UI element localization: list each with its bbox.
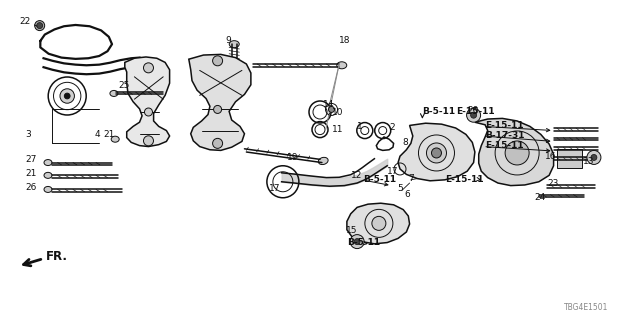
Circle shape [328,107,335,112]
Text: 2: 2 [389,124,395,132]
Circle shape [143,63,154,73]
Circle shape [212,138,223,148]
Text: 21: 21 [26,169,37,178]
Text: B-5-11: B-5-11 [364,175,397,184]
Circle shape [470,112,477,118]
Text: 25: 25 [118,81,130,90]
Text: E-15-11: E-15-11 [485,141,524,150]
Text: 14: 14 [323,100,335,109]
Text: FR.: FR. [46,250,68,263]
Text: 20: 20 [467,106,479,115]
Ellipse shape [229,41,239,48]
Circle shape [60,89,74,103]
Ellipse shape [44,160,52,165]
Text: 6: 6 [404,190,410,199]
Polygon shape [398,123,475,181]
Text: B-5-11: B-5-11 [422,108,456,116]
Circle shape [372,216,386,230]
Text: E-15-11: E-15-11 [456,108,494,116]
Text: TBG4E1501: TBG4E1501 [564,303,608,312]
Polygon shape [347,203,410,244]
Text: 8: 8 [402,138,408,147]
Ellipse shape [110,91,118,96]
Text: 9: 9 [225,36,231,45]
Text: 23: 23 [547,179,559,188]
Circle shape [214,106,221,114]
Text: 21: 21 [104,130,115,139]
Circle shape [426,143,447,163]
Circle shape [36,23,43,28]
Circle shape [350,235,364,249]
Ellipse shape [111,136,119,142]
Text: 13: 13 [583,157,595,166]
Text: 12: 12 [351,171,362,180]
Polygon shape [125,57,170,147]
Ellipse shape [318,157,328,164]
Circle shape [431,148,442,158]
Ellipse shape [44,187,52,192]
Text: 10: 10 [332,108,343,117]
Circle shape [587,150,601,164]
Text: B-5-11: B-5-11 [347,238,380,247]
Circle shape [143,136,154,146]
Circle shape [354,239,360,244]
Text: 15: 15 [346,226,357,235]
FancyBboxPatch shape [557,149,582,168]
Text: B-17-31: B-17-31 [485,131,525,140]
Text: E-15-11: E-15-11 [485,121,524,130]
Circle shape [65,93,70,99]
Polygon shape [189,54,251,150]
Text: 5: 5 [397,184,403,193]
Text: 17: 17 [269,184,280,193]
Text: 22: 22 [19,17,31,26]
Text: 3: 3 [26,130,31,139]
Text: 27: 27 [26,156,37,164]
Circle shape [467,108,481,122]
Text: 1: 1 [357,122,363,131]
Circle shape [35,20,45,31]
Circle shape [505,141,529,165]
Circle shape [212,56,223,66]
Text: 17: 17 [387,167,399,176]
Ellipse shape [337,62,347,69]
Text: 4: 4 [95,130,100,139]
Circle shape [591,155,597,160]
Text: 24: 24 [534,193,546,202]
Circle shape [145,108,152,116]
Text: 7: 7 [408,174,414,183]
Polygon shape [475,118,554,186]
Text: 11: 11 [332,125,343,134]
Text: 19: 19 [287,153,298,162]
Ellipse shape [44,172,52,178]
Text: 16: 16 [545,152,557,161]
Text: 18: 18 [339,36,351,45]
Text: 26: 26 [26,183,37,192]
Text: E-15-11: E-15-11 [445,175,483,184]
